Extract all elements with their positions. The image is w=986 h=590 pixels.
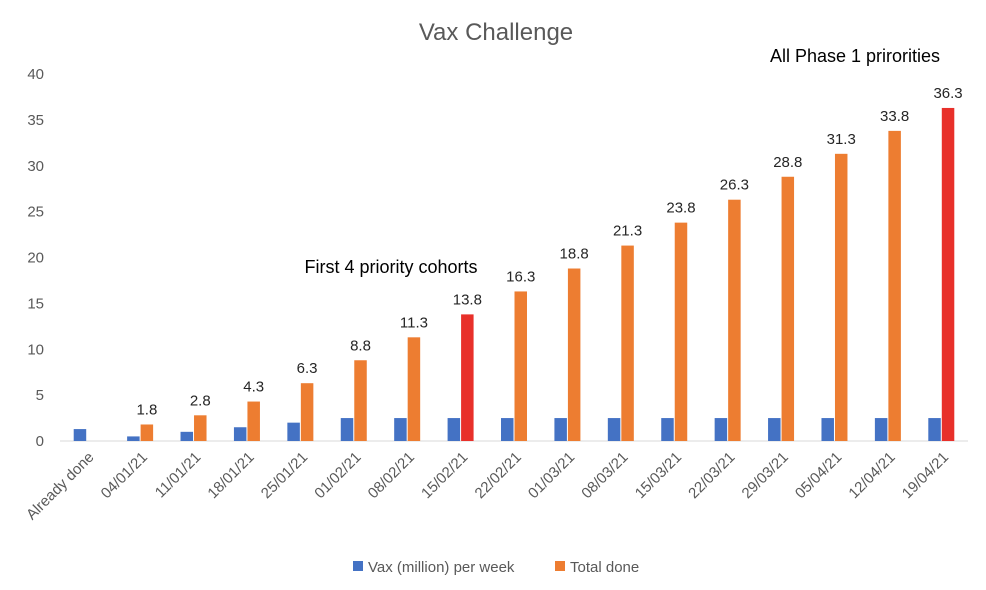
data-labels: 1.8 2.8 4.3 6.3 8.8 11.3 13.8 16.3 18.8 21.3 23.8 2… <box>136 85 962 419</box>
bar-vax-per-week <box>447 418 461 441</box>
y-tick-label: 40 <box>27 66 44 83</box>
y-tick-label: 15 <box>27 295 44 312</box>
data-label-total-done: 26.3 <box>720 177 749 194</box>
bar-vax-per-week <box>768 418 781 441</box>
annotation-all-phase-1: All Phase 1 prirorities <box>770 46 940 66</box>
data-label-total-done: 6.3 <box>297 360 318 377</box>
data-label-total-done: 8.8 <box>350 337 371 354</box>
bar-vax-per-week <box>607 418 621 441</box>
x-tick-label: 11/01/21 <box>152 449 205 502</box>
bar-total-done <box>407 337 421 441</box>
data-label-total-done: 16.3 <box>506 268 535 285</box>
x-tick-label: 12/04/21 <box>845 449 898 502</box>
bar-total-done <box>781 176 795 441</box>
bar-total-done <box>354 360 367 441</box>
x-tick-label: 01/03/21 <box>525 449 578 502</box>
annotations: First 4 priority cohorts All Phase 1 prir… <box>304 46 940 277</box>
x-tick-label: Already done <box>23 449 98 524</box>
x-tick-label: 19/04/21 <box>899 449 952 502</box>
y-axis-ticks: 0 5 10 15 20 25 30 35 40 <box>27 66 44 450</box>
legend-label-vax-per-week: Vax (million) per week <box>368 559 515 576</box>
y-tick-label: 25 <box>27 204 44 221</box>
legend: Vax (million) per week Total done <box>353 559 639 576</box>
y-tick-label: 5 <box>36 387 44 404</box>
data-label-total-done: 33.8 <box>880 108 909 125</box>
y-tick-label: 35 <box>27 112 44 129</box>
x-tick-label: 15/02/21 <box>418 449 471 502</box>
bar-vax-per-week <box>501 418 514 441</box>
data-label-total-done: 11.3 <box>400 314 428 331</box>
bar-total-done <box>888 130 901 441</box>
legend-label-total-done: Total done <box>570 559 639 576</box>
bar-vax-per-week <box>180 431 194 441</box>
x-axis-ticks: Already done 04/01/21 11/01/21 18/01/21 25/0… <box>23 449 952 524</box>
bar-vax-per-week <box>73 429 87 441</box>
x-tick-label: 08/02/21 <box>365 449 418 502</box>
bar-vax-per-week <box>127 436 140 441</box>
data-label-total-done: 13.8 <box>453 291 482 308</box>
x-tick-label: 04/01/21 <box>98 449 151 502</box>
data-label-total-done: 31.3 <box>827 131 856 148</box>
data-label-total-done: 28.8 <box>773 154 802 171</box>
bar-total-done <box>834 153 848 441</box>
y-tick-label: 0 <box>36 433 44 450</box>
x-tick-label: 05/04/21 <box>792 449 845 502</box>
bar-vax-per-week <box>554 418 567 441</box>
bar-total-done <box>140 424 154 441</box>
bar-total-done <box>461 314 474 441</box>
bar-vax-per-week <box>233 427 247 441</box>
x-tick-label: 15/03/21 <box>632 449 685 502</box>
bar-vax-per-week <box>874 418 888 441</box>
x-tick-label: 22/03/21 <box>685 449 738 502</box>
y-tick-label: 30 <box>27 158 44 175</box>
bar-total-done <box>514 291 527 441</box>
bar-total-done <box>674 222 688 441</box>
bar-vax-per-week <box>821 418 834 441</box>
bar-total-done <box>247 401 260 441</box>
bar-vax-per-week <box>287 422 300 441</box>
data-label-total-done: 23.8 <box>666 200 695 217</box>
annotation-first-4-cohorts: First 4 priority cohorts <box>304 257 477 277</box>
bar-vax-per-week <box>661 418 674 441</box>
y-tick-label: 10 <box>27 341 44 358</box>
bars <box>73 107 955 441</box>
x-tick-label: 22/02/21 <box>472 449 525 502</box>
bar-total-done <box>728 199 741 441</box>
chart-title: Vax Challenge <box>419 19 573 46</box>
bar-total-done <box>300 383 314 441</box>
data-label-total-done: 36.3 <box>933 85 962 102</box>
bar-total-done <box>941 107 955 441</box>
bar-vax-per-week <box>394 418 407 441</box>
bar-vax-per-week <box>340 418 354 441</box>
bar-total-done <box>621 245 634 441</box>
x-tick-label: 18/01/21 <box>204 449 257 502</box>
legend-swatch-total-done <box>555 561 565 571</box>
x-tick-label: 08/03/21 <box>578 449 631 502</box>
bar-vax-per-week <box>928 418 941 441</box>
data-label-total-done: 2.8 <box>190 392 211 409</box>
data-label-total-done: 4.3 <box>243 379 264 396</box>
legend-swatch-vax-per-week <box>353 561 363 571</box>
x-tick-label: 29/03/21 <box>739 449 792 502</box>
bar-total-done <box>194 415 207 441</box>
data-label-total-done: 18.8 <box>560 246 589 263</box>
x-tick-label: 01/02/21 <box>311 449 364 502</box>
data-label-total-done: 21.3 <box>613 223 642 240</box>
bar-vax-per-week <box>714 418 728 441</box>
data-label-total-done: 1.8 <box>136 401 157 418</box>
x-tick-label: 25/01/21 <box>258 449 311 502</box>
bar-total-done <box>567 268 581 441</box>
y-tick-label: 20 <box>27 250 44 267</box>
